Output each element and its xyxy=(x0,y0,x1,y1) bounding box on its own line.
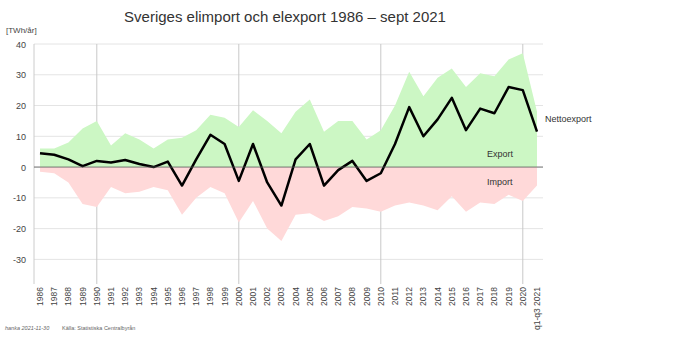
y-axis-line xyxy=(34,44,35,284)
x-tick-label: 2018 xyxy=(489,287,499,306)
series-label: Export xyxy=(487,149,514,159)
y-tick-label: 20 xyxy=(16,101,26,111)
grid-line xyxy=(34,228,543,229)
x-tick-label: 2016 xyxy=(461,287,471,306)
x-tick-label: 1998 xyxy=(205,287,215,306)
grid xyxy=(34,44,543,284)
x-tick-label: 1993 xyxy=(134,287,144,306)
x-tick-label: 1992 xyxy=(120,287,130,306)
grid-line xyxy=(34,74,543,75)
x-tick-label: 2005 xyxy=(305,287,315,306)
x-tick-label: 2001 xyxy=(248,287,258,306)
grid-line xyxy=(34,167,543,168)
x-tick-label: 1994 xyxy=(149,287,159,306)
x-tick-label: 2006 xyxy=(319,287,329,306)
x-tick-label: 2004 xyxy=(291,287,301,306)
x-tick-label: 2007 xyxy=(333,287,343,306)
y-tick-label: 40 xyxy=(16,40,26,50)
x-tick-label: 1990 xyxy=(92,287,102,306)
x-tick-label: 1986 xyxy=(35,287,45,306)
x-tick-label: 1988 xyxy=(63,287,73,306)
x-tick-label: 2019 xyxy=(504,287,514,306)
chart: Sveriges elimport och elexport 1986 – se… xyxy=(0,0,700,337)
grid-line xyxy=(34,44,543,45)
footer-author: hanka 2021-11-30 xyxy=(5,325,50,331)
y-tick-label: -30 xyxy=(13,255,26,265)
area-1 xyxy=(40,167,537,241)
x-tick-label: 1989 xyxy=(78,287,88,306)
x-tick-label: 2008 xyxy=(347,287,357,306)
line-2 xyxy=(40,87,537,205)
x-tick-label: 2013 xyxy=(418,287,428,306)
y-tick-label: 10 xyxy=(16,132,26,142)
x-tick-label: 2003 xyxy=(276,287,286,306)
plot-data xyxy=(40,53,537,241)
x-tick-label: 2000 xyxy=(234,287,244,306)
x-tick-label: 2020 xyxy=(518,287,528,306)
footer-source: Källa: Statistiska Centralbyrån xyxy=(62,325,135,331)
x-tick-label: 1995 xyxy=(163,287,173,306)
grid-line xyxy=(34,259,543,260)
series-label: Import xyxy=(487,177,513,187)
x-tick-label: q1-q3 2021 xyxy=(532,287,542,330)
series-label: Nettoexport xyxy=(545,114,592,124)
x-tick-label: 1996 xyxy=(177,287,187,306)
zero-line xyxy=(34,167,543,168)
area-0 xyxy=(40,53,537,167)
y-tick-label: -20 xyxy=(13,224,26,234)
x-tick-label: 2014 xyxy=(433,287,443,306)
x-tick-label: 2010 xyxy=(376,287,386,306)
title: Sveriges elimport och elexport 1986 – se… xyxy=(124,8,446,25)
x-tick-label: 1991 xyxy=(106,287,116,306)
x-tick-label: 2012 xyxy=(404,287,414,306)
y-axis-label: [TWh/år] xyxy=(6,26,37,35)
x-tick-label: 2017 xyxy=(475,287,485,306)
y-tick-label: 0 xyxy=(21,163,26,173)
y-tick-label: 30 xyxy=(16,70,26,80)
x-tick-label: 2015 xyxy=(447,287,457,306)
x-tick-label: 2011 xyxy=(390,287,400,306)
y-tick-label: -10 xyxy=(13,193,26,203)
x-tick-label: 1987 xyxy=(49,287,59,306)
x-tick-label: 2009 xyxy=(362,287,372,306)
x-tick-label: 1999 xyxy=(220,287,230,306)
x-tick-label: 2002 xyxy=(262,287,272,306)
x-tick-label: 1997 xyxy=(191,287,201,306)
